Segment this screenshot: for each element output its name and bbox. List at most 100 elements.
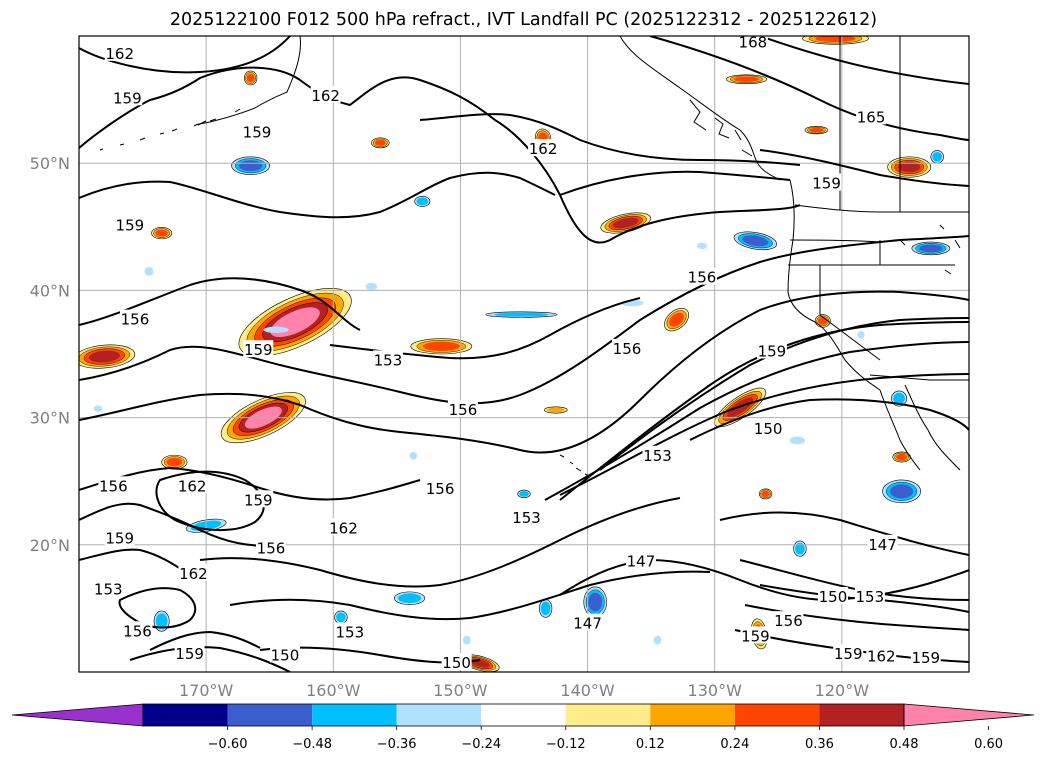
negative-anomaly-region xyxy=(882,479,921,504)
contour-150-low xyxy=(689,398,969,441)
negative-anomaly-region xyxy=(696,242,708,250)
anomaly-band xyxy=(263,326,289,334)
contour-label-background xyxy=(119,309,150,327)
contour-162-west xyxy=(79,548,191,576)
contour-label: 162 xyxy=(329,519,358,537)
contour-label: 162 xyxy=(105,45,134,63)
colorbar-segment xyxy=(819,704,904,726)
contour-label-background xyxy=(425,478,456,496)
contour-label: 159 xyxy=(741,627,770,645)
positive-anomaly-region xyxy=(79,344,136,369)
contour-label: 156 xyxy=(99,477,128,495)
colorbar-tick-label: 0.12 xyxy=(635,737,665,752)
alaska-coastline xyxy=(193,36,301,127)
contour-label: 159 xyxy=(244,491,273,509)
contour-label-background xyxy=(122,621,153,639)
colorbar-segment xyxy=(227,704,313,726)
negative-anomaly-region xyxy=(733,231,778,251)
negative-anomaly-region xyxy=(334,610,348,624)
negative-anomaly-region xyxy=(93,405,103,412)
contour-159-north xyxy=(79,66,801,244)
contour-label: 159 xyxy=(243,124,272,142)
colorbar-tick-label: −0.12 xyxy=(545,737,586,752)
longitude-label: 120°W xyxy=(815,681,870,700)
colorbar-tick-label: −0.36 xyxy=(376,737,417,752)
contour-label: 156 xyxy=(613,340,642,358)
anomaly-band xyxy=(374,139,386,146)
colorbar-tick-label: 0.48 xyxy=(889,737,919,752)
anomaly-band xyxy=(889,484,914,499)
contour-150-ridge xyxy=(559,373,969,496)
hawaii-islands xyxy=(559,454,590,477)
negative-anomaly-region xyxy=(911,241,951,256)
contour-label-background xyxy=(334,622,365,640)
negative-anomaly-region xyxy=(263,326,289,334)
colorbar-segment xyxy=(481,704,566,726)
colorbar-tick-label: −0.24 xyxy=(461,737,502,752)
positive-anomaly-region xyxy=(725,74,768,84)
coastlines xyxy=(99,36,969,477)
state-border-wa-or xyxy=(789,239,881,243)
anomaly-band xyxy=(246,73,255,83)
contour-label: 159 xyxy=(834,645,863,663)
contour-label-background xyxy=(737,36,768,50)
colorbar-tick-label: −0.60 xyxy=(207,737,248,752)
anomaly-band xyxy=(547,407,565,413)
contour-label: 159 xyxy=(105,529,134,547)
colorbar-segment xyxy=(143,704,228,726)
colorbar-segment xyxy=(650,704,735,726)
contour-label: 147 xyxy=(573,615,602,633)
contour-label: 168 xyxy=(739,33,768,51)
contour-label: 156 xyxy=(688,269,717,287)
contour-label: 156 xyxy=(449,401,478,419)
contour-label-background xyxy=(811,173,842,191)
contour-150-south xyxy=(229,570,711,621)
contour-label-background xyxy=(817,586,848,604)
contour-labels: 1621591591591561591531561561621561681651… xyxy=(93,33,941,672)
anomaly-band xyxy=(588,592,603,612)
contour-label: 159 xyxy=(113,89,142,107)
negative-anomaly-region xyxy=(485,311,558,318)
contour-159-low-east xyxy=(559,170,791,196)
contour-label: 156 xyxy=(257,540,286,558)
contour-label: 165 xyxy=(857,108,886,126)
contour-label-background xyxy=(93,579,124,597)
contour-label-background xyxy=(98,476,129,494)
negative-anomaly-region xyxy=(144,266,154,276)
contour-label-background xyxy=(242,122,272,140)
anomaly-band xyxy=(155,229,168,237)
latitude-labels: 20°N 30°N 40°N 50°N xyxy=(30,154,70,555)
positive-anomaly-region xyxy=(892,451,911,463)
longitude-label: 140°W xyxy=(560,681,615,700)
contour-label-background xyxy=(114,215,145,233)
contour-label-background xyxy=(625,551,656,569)
contour-label-background xyxy=(756,341,787,359)
negative-anomaly-region xyxy=(231,156,271,175)
colorbar-tick-label: 0.60 xyxy=(974,737,1004,752)
colorbar-frame xyxy=(142,703,905,727)
contour-label: 159 xyxy=(175,645,204,663)
contour-153-bottom xyxy=(129,646,291,672)
british-columbia-islands xyxy=(689,99,753,157)
contour-label: 147 xyxy=(868,536,897,554)
colorbar-segment xyxy=(396,704,482,726)
contour-label: 162 xyxy=(867,648,896,666)
positive-anomaly-region xyxy=(151,227,173,240)
map-frame xyxy=(78,35,970,673)
contour-162-north xyxy=(79,36,291,74)
negative-anomaly-region xyxy=(365,282,378,291)
state-border-nv-ca xyxy=(819,265,881,361)
contour-closed-ridge xyxy=(155,470,265,531)
anomaly-band xyxy=(144,266,154,276)
contour-label: 153 xyxy=(335,624,364,642)
canada-interior-lakes xyxy=(899,224,961,275)
contour-153-south xyxy=(199,497,681,588)
aleutian-islands xyxy=(99,108,241,151)
negative-anomaly-region xyxy=(793,540,807,557)
latitude-label: 50°N xyxy=(30,154,70,173)
contour-label-background xyxy=(178,564,209,582)
positive-anomaly-region xyxy=(664,308,690,332)
anomaly-band xyxy=(696,242,708,250)
contour-label: 159 xyxy=(812,175,841,193)
latitude-label: 40°N xyxy=(30,281,70,300)
